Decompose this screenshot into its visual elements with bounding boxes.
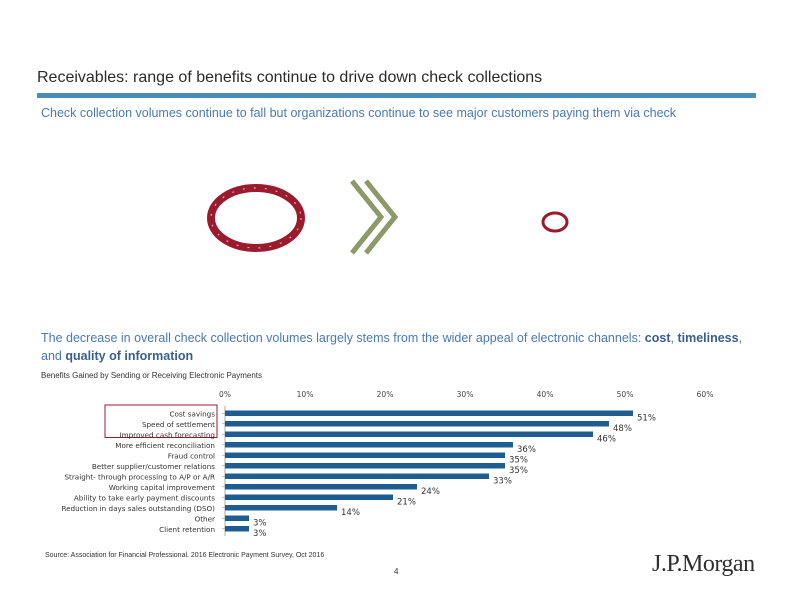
chart-title: Benefits Gained by Sending or Receiving … [41,371,263,380]
bar [225,484,417,490]
data-label: 14% [341,508,360,518]
category-label: Improved cash forecasting [119,430,215,439]
data-label: 35% [509,466,528,476]
x-tick-label: 40% [537,390,554,399]
jpmorgan-logo: J.P.Morgan [652,551,755,577]
data-label: 3% [253,529,267,539]
bar [225,463,505,469]
data-label: 36% [517,445,536,455]
x-tick-label: 20% [377,390,394,399]
page-number: 4 [394,567,399,576]
category-highlight-box [104,404,218,438]
double-chevron-right-icon [350,179,399,255]
bar [225,505,337,511]
lead-keyword-cost: cost [644,331,671,345]
data-label: 35% [509,455,528,465]
lead-separator: , and [41,331,743,363]
data-label: 48% [613,424,632,434]
lead-keyword-timeliness: timeliness [677,331,739,345]
data-label: 51% [637,413,656,423]
category-label: Fraud control [168,451,215,460]
x-tick-label: 30% [457,390,474,399]
data-label: 21% [397,497,416,507]
category-label: Client retention [159,525,215,534]
category-label: Reduction in days sales outstanding (DSO… [61,504,215,513]
x-tick-label: 60% [697,390,714,399]
bar [225,494,393,500]
page-subtitle: Check collection volumes continue to fal… [41,106,677,120]
source-footnote: Source: Association for Financial Profes… [45,552,325,559]
category-label: Speed of settlement [142,420,215,429]
x-tick-label: 10% [297,390,314,399]
bar [225,515,249,521]
bar [225,442,513,448]
category-label: Straight- through processing to A/P or A… [64,472,215,481]
category-label: Ability to take early payment discounts [74,493,215,502]
lead-text: The decrease in overall check collection… [41,331,645,345]
data-label: 3% [253,518,267,528]
title-divider [37,93,756,98]
small-ring-icon [541,211,569,233]
bar [225,421,609,427]
category-label: Working capital improvement [109,483,215,492]
x-tick-label: 0% [219,390,231,399]
category-label: Other [195,514,215,523]
x-tick-label: 50% [617,390,634,399]
page-title: Receivables: range of benefits continue … [37,69,543,86]
data-label: 46% [597,434,616,444]
lead-separator: , [670,331,678,345]
large-ring-icon [207,184,305,252]
bar [225,452,505,458]
category-label: Cost savings [169,409,215,418]
category-label: Better supplier/customer relations [92,462,215,471]
bar [225,410,633,416]
bar [225,473,489,479]
lead-keyword-quality: quality of information [65,349,194,363]
data-label: 24% [421,487,440,497]
bar [225,431,593,437]
bar [225,526,249,532]
category-label: More efficient reconciliation [115,441,215,450]
data-label: 33% [493,476,512,486]
lead-paragraph: The decrease in overall check collection… [41,329,761,365]
